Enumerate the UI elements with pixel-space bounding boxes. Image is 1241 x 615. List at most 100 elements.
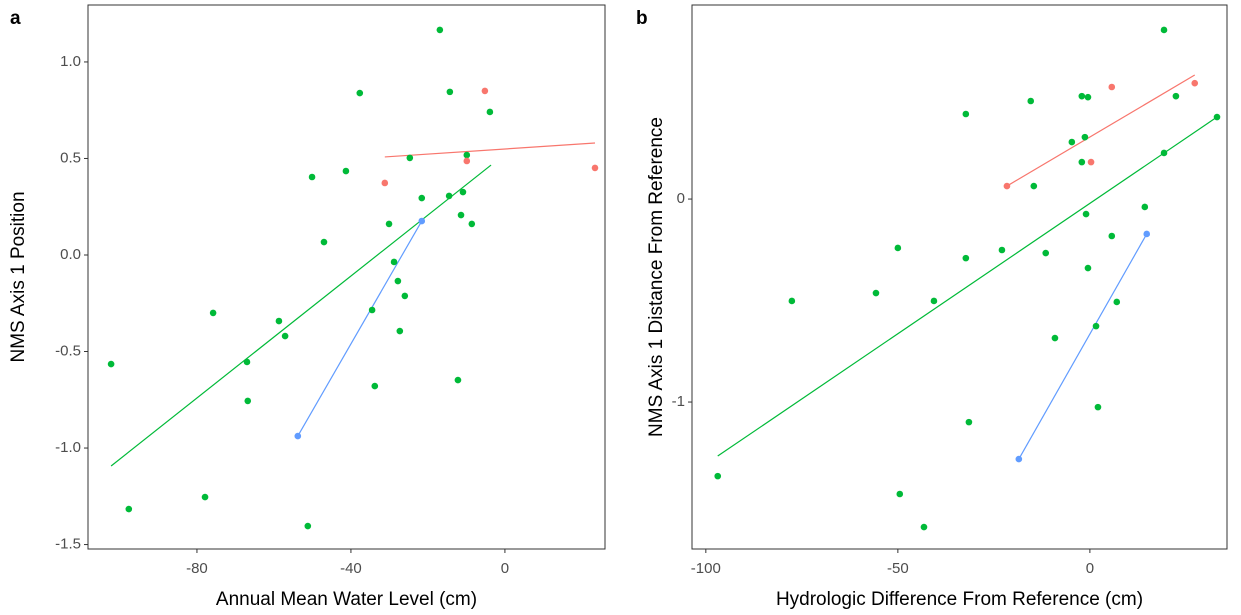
point [1113,298,1121,306]
fit-line [297,220,423,437]
point [1160,149,1168,157]
plot-border [691,4,1228,550]
point [463,151,471,159]
y-tick-label: -1 [672,393,685,410]
point [406,154,414,162]
x-axis-title: Annual Mean Water Level (cm) [216,589,477,610]
point [1141,203,1149,211]
point [962,110,970,118]
point [243,358,251,366]
point [1003,182,1011,190]
point [342,167,350,175]
fit-line [717,116,1218,457]
point [275,317,283,325]
point [457,211,465,219]
point [446,88,454,96]
fit-line [110,164,492,467]
point [591,164,599,172]
point [244,397,252,405]
point [1081,133,1089,141]
point [1160,26,1168,34]
point [1213,113,1221,121]
point [1078,158,1086,166]
point [294,432,302,440]
y-tick-label: -1.5 [55,536,81,553]
y-tick-label: 0.0 [60,246,81,263]
y-tick-label: 1.0 [60,53,81,70]
point [896,490,904,498]
point [965,418,973,426]
point [445,192,453,200]
plot-border [87,4,606,550]
x-axis-title: Hydrologic Difference From Reference (cm… [776,589,1143,610]
point [1108,232,1116,240]
point [1084,264,1092,272]
y-axis-title: NMS Axis 1 Distance From Reference [646,117,667,437]
x-tick-label: -50 [887,560,909,577]
point [1082,210,1090,218]
point [1030,182,1038,190]
point [1172,92,1180,100]
point [201,493,209,501]
point [125,505,133,513]
point [304,522,312,530]
point [468,220,476,228]
point [308,173,316,181]
point [368,306,376,314]
point [281,332,289,340]
panel-label: a [10,8,21,29]
point [1042,249,1050,257]
point [107,360,115,368]
y-tick-label: -0.5 [55,342,81,359]
x-tick-label: 0 [1086,560,1094,577]
point [930,297,938,305]
point [454,376,462,384]
point [381,179,389,187]
point [1092,322,1100,330]
fit-line [1018,233,1148,460]
point [788,297,796,305]
point [396,327,404,335]
x-tick-label: 0 [501,560,509,577]
point [894,244,902,252]
point [1087,158,1095,166]
point [1094,403,1102,411]
y-tick-label: -1.0 [55,439,81,456]
point [394,277,402,285]
fit-line [384,142,596,158]
point [463,157,471,165]
point [401,292,409,300]
y-tick-label: 0.5 [60,149,81,166]
point [1143,230,1151,238]
x-tick-label: -100 [691,560,721,577]
point [356,89,364,97]
point [209,309,217,317]
panel-label: b [636,8,648,29]
point [320,238,328,246]
point [459,188,467,196]
x-tick-label: -80 [186,560,208,577]
x-tick-label: -40 [340,560,362,577]
point [385,220,393,228]
point [1068,138,1076,146]
point [1108,83,1116,91]
point [486,108,494,116]
point [1084,93,1092,101]
point [481,87,489,95]
point [418,194,426,202]
point [998,246,1006,254]
point [920,523,928,531]
y-tick-label: 0 [677,190,685,207]
point [390,258,398,266]
point [962,254,970,262]
point [1191,79,1199,87]
point [1015,455,1023,463]
point [418,217,426,225]
point [1051,334,1059,342]
y-axis-title: NMS Axis 1 Position [8,191,29,362]
fit-line [1006,74,1196,187]
point [872,289,880,297]
point [714,472,722,480]
point [1027,97,1035,105]
